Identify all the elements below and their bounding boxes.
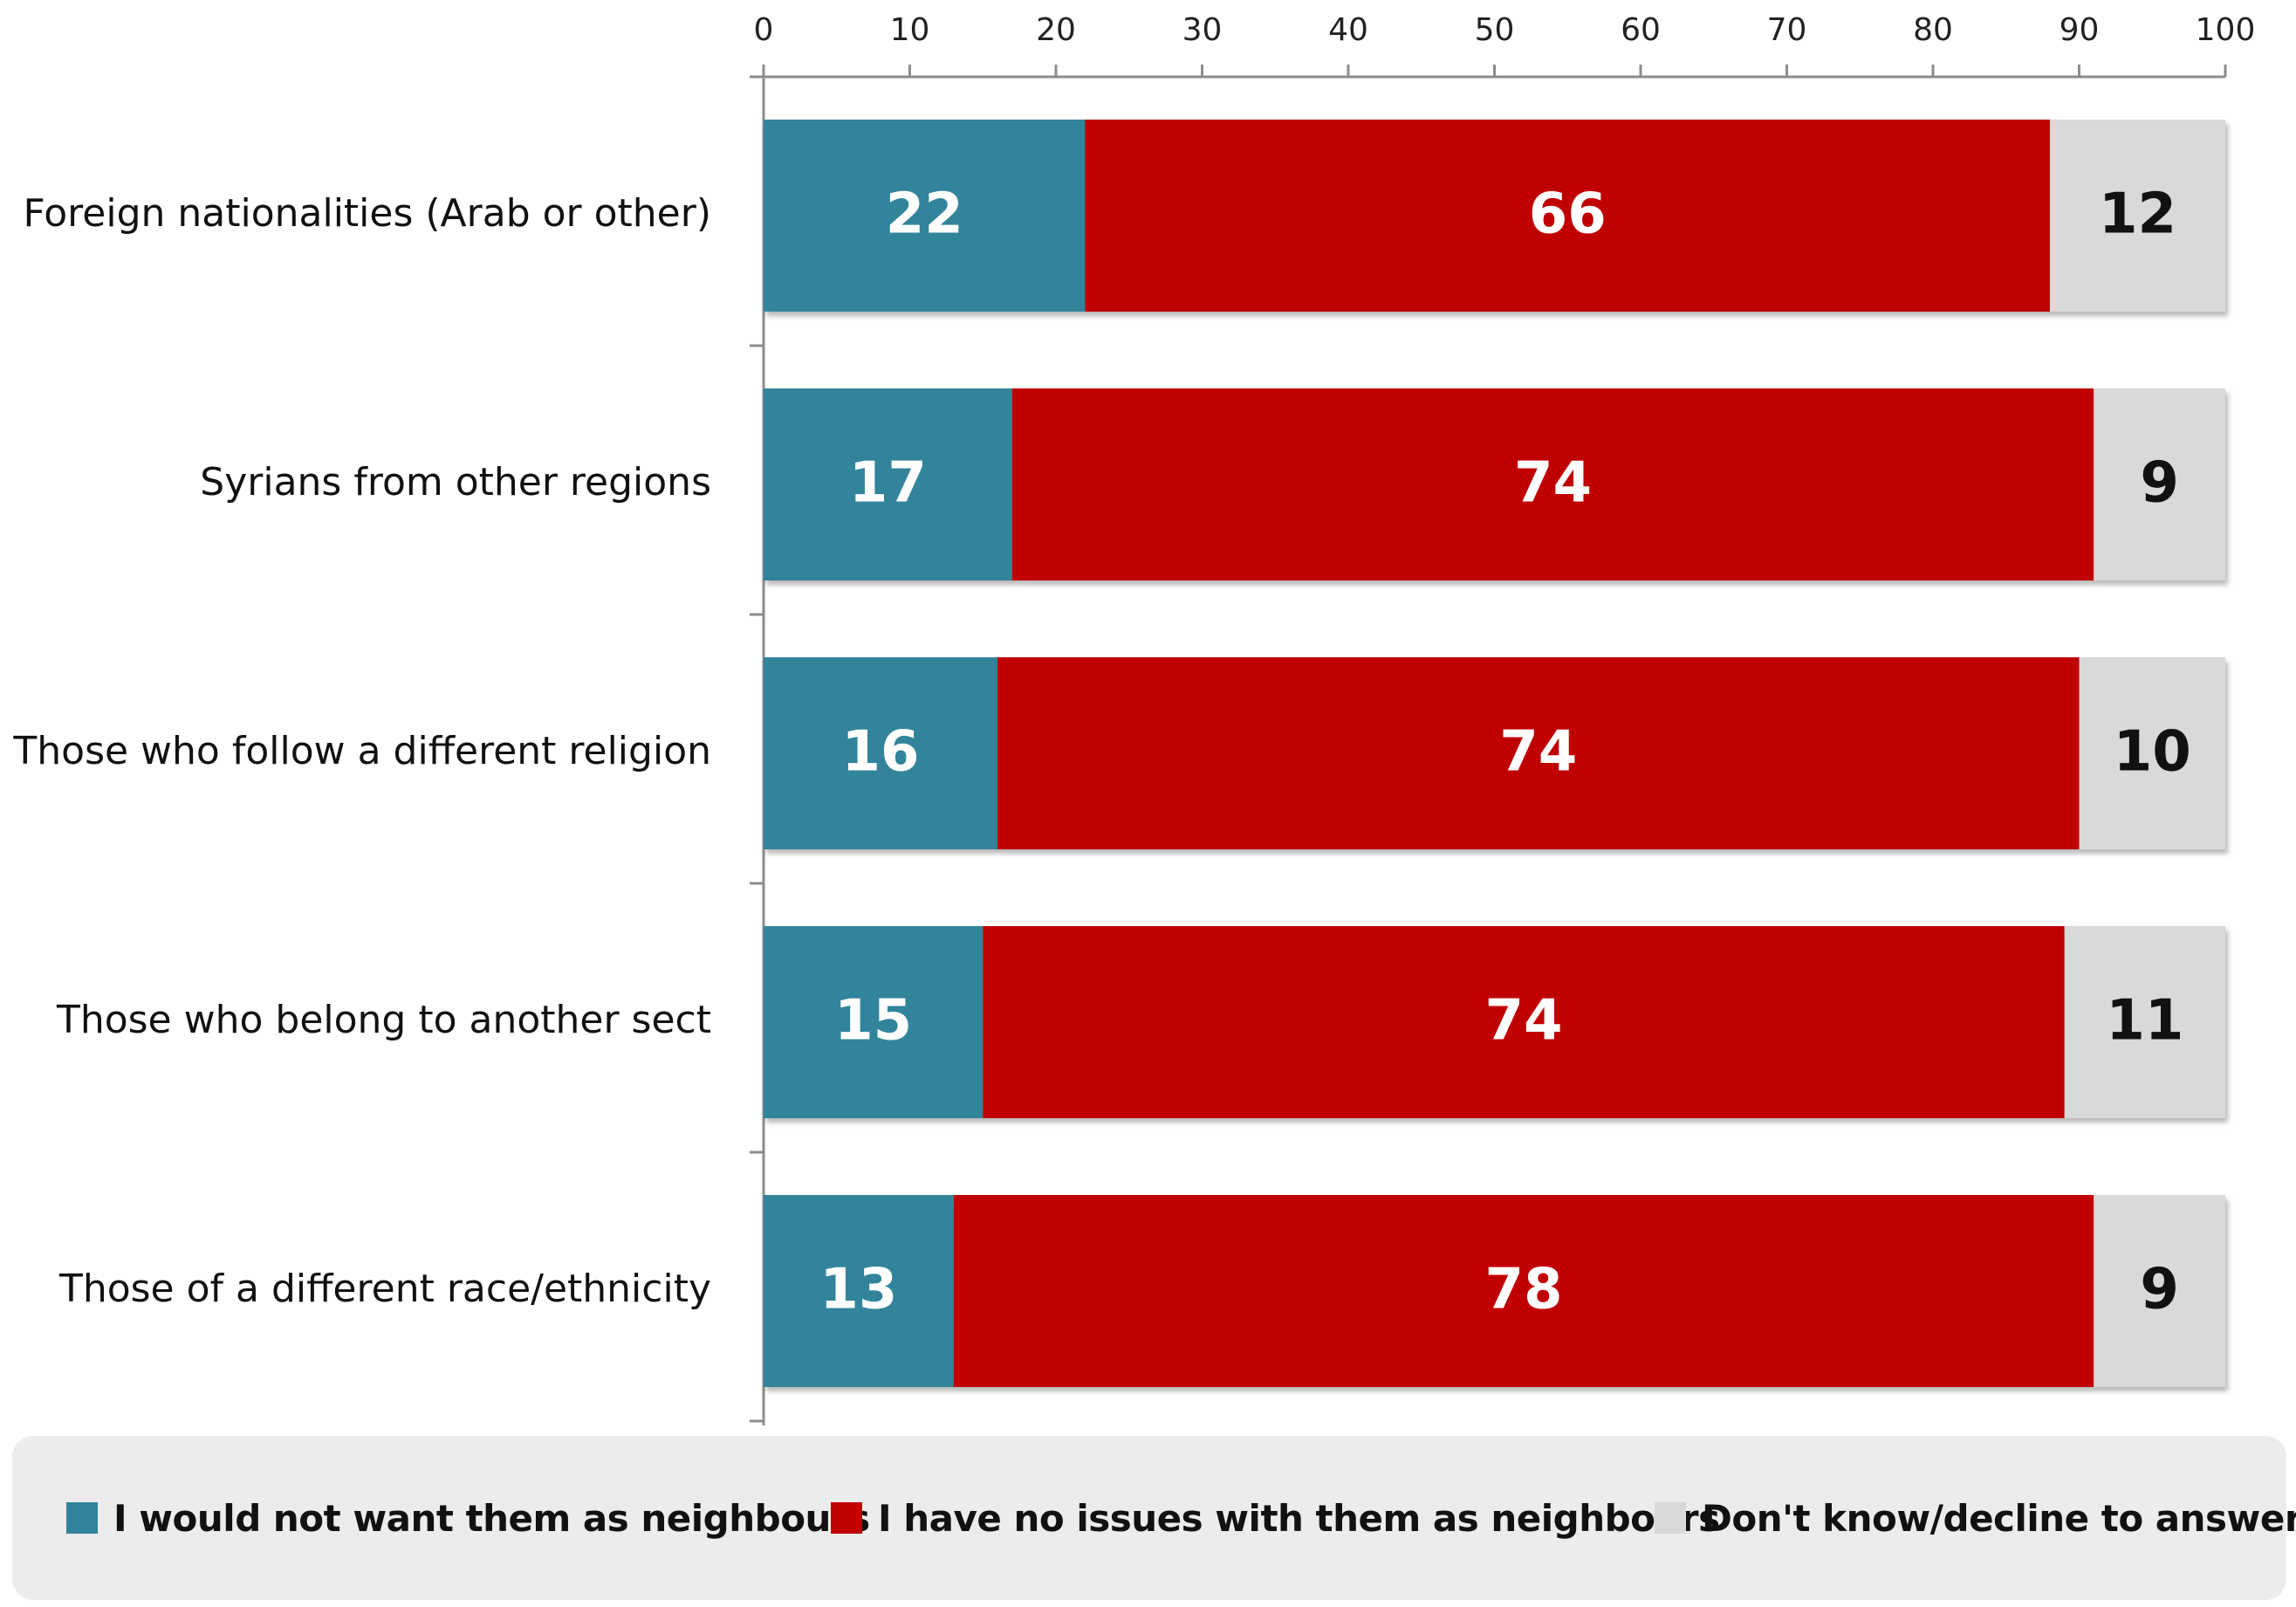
value-label-i-have-no-issues-with-them-as-neighbours-2: 74 (1514, 451, 1592, 516)
category-label-foreign-nationalities-arab-or-other: Foreign nationalities (Arab or other) (24, 191, 712, 236)
value-label-don-t-know-decline-to-answer-5: 9 (2140, 1258, 2179, 1322)
value-label-i-have-no-issues-with-them-as-neighbours-5: 78 (1484, 1258, 1562, 1322)
bar-row-4 (764, 926, 2225, 1118)
value-label-don-t-know-decline-to-answer-1: 12 (2099, 182, 2176, 247)
legend-label-dont-know: Don't know/decline to answer (1702, 1496, 2296, 1540)
value-label-i-would-not-want-them-as-neighbours-1: 22 (886, 182, 963, 247)
bar-segment-don-t-know-decline-to-answer-4 (2064, 926, 2225, 1118)
x-tick-label-100: 100 (2196, 12, 2256, 48)
value-label-i-have-no-issues-with-them-as-neighbours-4: 74 (1484, 989, 1562, 1054)
bar-segment-i-would-not-want-them-as-neighbours-1 (764, 120, 1086, 312)
x-tick-label-20: 20 (1036, 12, 1076, 48)
value-label-i-have-no-issues-with-them-as-neighbours-1: 66 (1529, 182, 1607, 247)
value-label-i-would-not-want-them-as-neighbours-2: 17 (849, 451, 927, 516)
bar-segment-i-have-no-issues-with-them-as-neighbours-3 (997, 657, 2080, 849)
bar-segment-i-would-not-want-them-as-neighbours-5 (764, 1195, 954, 1387)
legend-swatch-not-want (66, 1502, 98, 1534)
category-label-those-who-belong-to-another-sect: Those who belong to another sect (56, 998, 711, 1042)
value-label-don-t-know-decline-to-answer-3: 10 (2114, 720, 2191, 785)
x-tick-label-80: 80 (1913, 12, 1953, 48)
value-label-i-have-no-issues-with-them-as-neighbours-3: 74 (1499, 720, 1577, 785)
x-tick-label-90: 90 (2060, 12, 2100, 48)
bar-row-3 (764, 657, 2225, 849)
x-tick-label-70: 70 (1767, 12, 1807, 48)
bar-segment-i-have-no-issues-with-them-as-neighbours-4 (983, 926, 2065, 1118)
bar-row-5 (764, 1195, 2225, 1387)
bar-segment-i-have-no-issues-with-them-as-neighbours-2 (1011, 388, 2094, 580)
category-labels: Foreign nationalities (Arab or other) Syr… (12, 191, 711, 1311)
category-label-those-who-follow-a-different-religion: Those who follow a different religion (12, 729, 711, 773)
legend: I would not want them as neighbours I ha… (12, 1436, 2296, 1600)
legend-item-not-want: I would not want them as neighbours (66, 1490, 870, 1546)
bar-segment-don-t-know-decline-to-answer-1 (2050, 120, 2225, 312)
value-label-i-would-not-want-them-as-neighbours-3: 16 (841, 720, 919, 785)
category-label-those-of-a-different-race-ethnicity: Those of a different race/ethnicity (58, 1267, 711, 1311)
value-label-don-t-know-decline-to-answer-4: 11 (2106, 989, 2183, 1054)
legend-label-no-issues: I have no issues with them as neighbours (878, 1496, 1720, 1540)
legend-item-no-issues: I have no issues with them as neighbours (831, 1490, 1720, 1546)
x-tick-label-50: 50 (1475, 12, 1515, 48)
legend-item-dont-know: Don't know/decline to answer (1655, 1490, 2296, 1546)
legend-swatch-no-issues (831, 1502, 862, 1534)
bar-segment-i-would-not-want-them-as-neighbours-2 (764, 388, 1012, 580)
bar-segment-don-t-know-decline-to-answer-5 (2094, 1195, 2225, 1387)
x-tick-label-0: 0 (754, 12, 774, 48)
bar-segment-i-have-no-issues-with-them-as-neighbours-1 (1085, 120, 2050, 312)
bar-row-1 (764, 120, 2225, 312)
stacked-bar-chart: 0 10 20 30 40 50 60 70 80 90 100 Foreign nationali… (12, 12, 2256, 1425)
legend-label-not-want: I would not want them as neighbours (113, 1496, 870, 1540)
value-label-i-would-not-want-them-as-neighbours-4: 15 (834, 989, 912, 1054)
bar-segment-i-would-not-want-them-as-neighbours-3 (764, 657, 997, 849)
legend-swatch-dont-know (1655, 1502, 1686, 1534)
x-tick-label-60: 60 (1621, 12, 1661, 48)
value-label-i-would-not-want-them-as-neighbours-5: 13 (819, 1258, 897, 1322)
x-tick-label-30: 30 (1182, 12, 1223, 48)
x-tick-label-10: 10 (890, 12, 930, 48)
bars-group: 22 66 12 17 74 9 16 74 10 15 74 11 13 78 9 (764, 120, 2225, 1387)
x-tick-label-40: 40 (1328, 12, 1368, 48)
bar-row-2 (764, 388, 2225, 580)
value-label-don-t-know-decline-to-answer-2: 9 (2140, 451, 2179, 516)
bar-segment-don-t-know-decline-to-answer-2 (2094, 388, 2225, 580)
bar-segment-don-t-know-decline-to-answer-3 (2079, 657, 2225, 849)
bar-segment-i-would-not-want-them-as-neighbours-4 (764, 926, 984, 1118)
category-label-syrians-from-other-regions: Syrians from other regions (200, 460, 711, 505)
bar-segment-i-have-no-issues-with-them-as-neighbours-5 (953, 1195, 2094, 1387)
